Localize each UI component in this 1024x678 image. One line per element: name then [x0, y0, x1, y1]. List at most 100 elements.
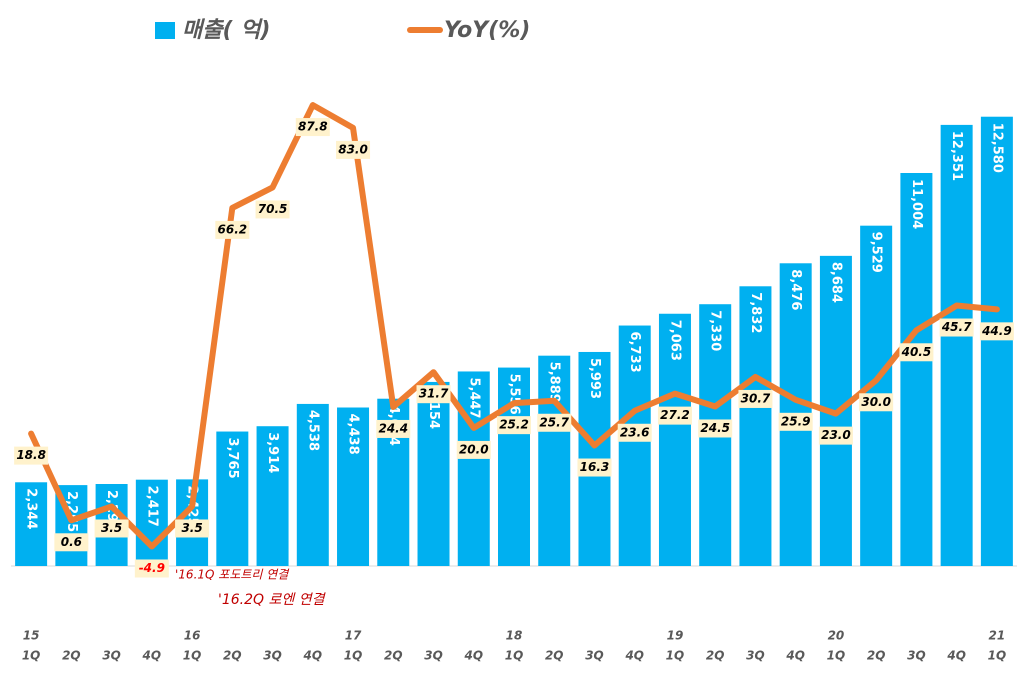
- line-label-box: [94, 519, 129, 538]
- line-label-box: [416, 385, 451, 404]
- x-year-label: 20: [828, 629, 845, 643]
- x-tick-label: 1Q: [988, 649, 1007, 663]
- x-year-label: 17: [345, 629, 362, 643]
- x-year-label: 16: [184, 629, 201, 643]
- bar: [417, 381, 450, 566]
- bar-value-label: 4,438: [346, 414, 361, 455]
- line-label-box: [255, 200, 290, 219]
- line-value-label: 16.3: [580, 460, 610, 474]
- bar-value-label: 7,832: [748, 292, 763, 333]
- x-year-label: 15: [23, 629, 40, 643]
- x-tick-label: 2Q: [384, 649, 403, 663]
- x-tick-label: 2Q: [867, 649, 886, 663]
- bar-value-label: 8,476: [788, 269, 803, 310]
- line-label-box: [979, 322, 1014, 341]
- bar: [256, 426, 289, 566]
- bar: [15, 482, 48, 566]
- line: [28, 102, 1000, 550]
- line-label-box: [617, 423, 652, 442]
- bar-value-label: 7,063: [667, 320, 682, 361]
- line-value-label: 25.2: [499, 418, 529, 432]
- line-value-label: 40.5: [901, 345, 932, 359]
- line-label-box: [295, 118, 330, 137]
- line-value-label: -4.9: [139, 561, 165, 575]
- bar-value-label: 5,889: [547, 362, 562, 403]
- x-tick-label: 2Q: [62, 649, 81, 663]
- line-value-label: 66.2: [218, 222, 248, 236]
- x-tick-label: 4Q: [946, 649, 966, 663]
- line-value-label: 25.7: [539, 415, 569, 429]
- line-value-label: 24.5: [700, 421, 730, 435]
- line-label-box: [577, 458, 612, 477]
- x-tick-label: 1Q: [22, 649, 41, 663]
- x-tick-label: 3Q: [746, 649, 765, 663]
- line-value-label: 87.8: [298, 120, 328, 134]
- line-label-box: [14, 446, 49, 465]
- x-year-label: 18: [506, 629, 523, 643]
- annotation: '16.1Q 포도트리 연결: [175, 568, 290, 582]
- bar: [538, 355, 571, 566]
- bar: [216, 431, 249, 566]
- line-label-box: [134, 559, 169, 578]
- legend-label: 매출( 억): [182, 18, 271, 43]
- x-tick-label: 1Q: [505, 649, 524, 663]
- line-label-box: [456, 440, 491, 459]
- x-tick-label: 4Q: [303, 649, 323, 663]
- bar: [940, 124, 973, 567]
- line-label-box: [899, 343, 934, 362]
- bar-value-label: 12,351: [949, 131, 964, 181]
- bar-value-label: 3,914: [265, 432, 280, 473]
- bar: [618, 325, 651, 566]
- line-value-label: 0.6: [61, 535, 82, 549]
- line-value-label: 18.8: [16, 448, 46, 462]
- x-tick-label: 4Q: [463, 649, 483, 663]
- bar-value-label: 4,538: [305, 410, 320, 451]
- line-label-box: [497, 416, 531, 435]
- legend-swatch: [155, 22, 175, 39]
- bar-value-label: 5,993: [587, 358, 602, 399]
- bar: [337, 407, 370, 566]
- x-tick-label: 2Q: [545, 649, 564, 663]
- bar-value-label: 9,529: [869, 232, 884, 273]
- line-label-box: [818, 426, 853, 445]
- x-tick-label: 3Q: [102, 649, 121, 663]
- line-value-label: 45.7: [941, 320, 972, 334]
- bar: [658, 313, 691, 566]
- line-value-label: 25.9: [781, 414, 811, 428]
- line-label-box: [175, 519, 210, 538]
- x-tick-label: 2Q: [706, 649, 725, 663]
- line-value-label: 23.6: [620, 425, 650, 439]
- line-value-label: 24.4: [378, 421, 408, 435]
- line-label-box: [698, 419, 733, 438]
- line-label-box: [778, 412, 813, 431]
- line-label-box: [537, 413, 572, 432]
- legend-label: YoY(%): [444, 18, 530, 43]
- line-value-label: 23.0: [821, 428, 851, 442]
- line-value-label: 30.0: [861, 395, 891, 409]
- bar-value-label: 12,580: [989, 123, 1004, 173]
- line-value-label: 3.5: [101, 521, 122, 535]
- bar-value-label: 5,447: [466, 377, 481, 418]
- line-value-label: 31.7: [419, 387, 449, 401]
- line-label-box: [738, 389, 773, 408]
- x-tick-label: 3Q: [585, 649, 604, 663]
- bar-value-label: 2,417: [144, 486, 159, 527]
- bar: [739, 286, 772, 566]
- bar-value-label: 7,330: [708, 310, 723, 351]
- x-tick-label: 1Q: [666, 649, 685, 663]
- line-label-box: [376, 419, 411, 438]
- line-label-box: [859, 393, 894, 412]
- x-tick-label: 3Q: [907, 649, 926, 663]
- x-tick-label: 3Q: [424, 649, 443, 663]
- line-value-label: 27.2: [660, 408, 690, 422]
- bar: [135, 479, 168, 566]
- bar-value-label: 8,684: [828, 262, 843, 303]
- line-value-label: 44.9: [981, 324, 1012, 338]
- x-tick-label: 1Q: [183, 649, 202, 663]
- bar-value-label: 6,733: [627, 332, 642, 373]
- line-label-box: [54, 533, 89, 552]
- line-value-label: 3.5: [181, 521, 202, 535]
- x-tick-label: 4Q: [785, 649, 805, 663]
- x-tick-label: 2Q: [223, 649, 242, 663]
